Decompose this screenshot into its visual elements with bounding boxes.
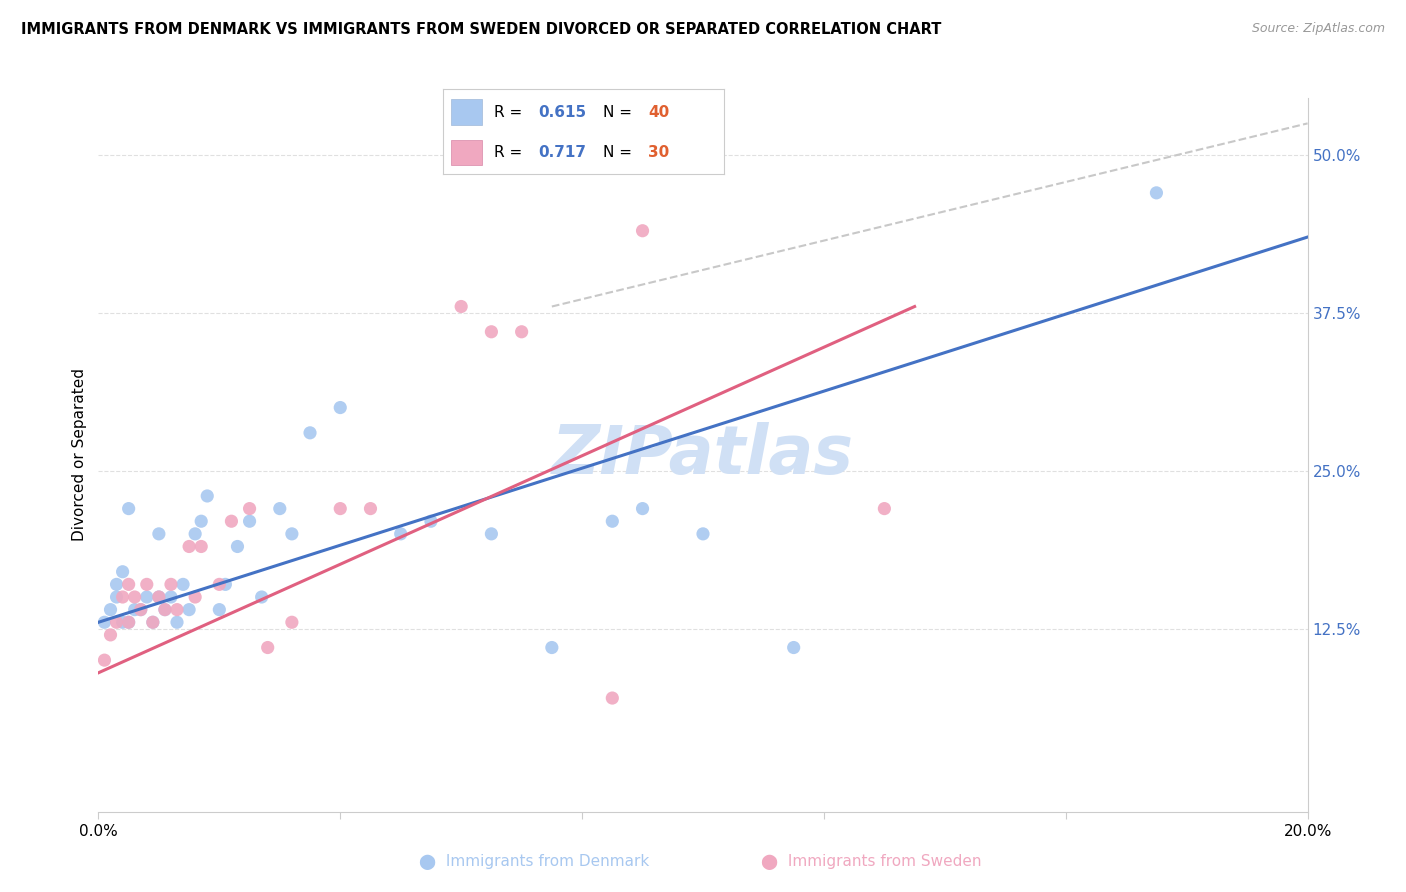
Point	[214, 577, 236, 591]
Point	[481, 325, 503, 339]
Point	[129, 602, 152, 616]
Point	[269, 501, 291, 516]
Text: ZIPatlas: ZIPatlas	[553, 422, 853, 488]
Point	[239, 514, 262, 528]
Point	[190, 540, 212, 554]
Point	[208, 577, 231, 591]
Text: 40: 40	[648, 104, 669, 120]
Point	[692, 526, 714, 541]
Point	[118, 615, 141, 630]
Point	[329, 401, 352, 415]
Point	[783, 640, 806, 655]
Text: 0.615: 0.615	[538, 104, 586, 120]
Text: R =: R =	[494, 104, 527, 120]
Point	[111, 615, 134, 630]
Point	[118, 615, 141, 630]
Text: Source: ZipAtlas.com: Source: ZipAtlas.com	[1251, 22, 1385, 36]
Point	[195, 489, 218, 503]
Point	[111, 590, 134, 604]
Point	[540, 640, 562, 655]
FancyBboxPatch shape	[451, 99, 482, 125]
Text: R =: R =	[494, 145, 527, 161]
Y-axis label: Divorced or Separated: Divorced or Separated	[72, 368, 87, 541]
Point	[450, 300, 472, 314]
Point	[135, 590, 157, 604]
Point	[602, 514, 624, 528]
Point	[250, 590, 273, 604]
Point	[142, 615, 165, 630]
Point	[256, 640, 278, 655]
Point	[360, 501, 382, 516]
Point	[389, 526, 412, 541]
Text: 0.717: 0.717	[538, 145, 586, 161]
Point	[148, 590, 170, 604]
Point	[124, 602, 146, 616]
Point	[281, 615, 304, 630]
Point	[510, 325, 533, 339]
Point	[118, 501, 141, 516]
Point	[166, 615, 188, 630]
FancyBboxPatch shape	[451, 140, 482, 165]
Point	[190, 514, 212, 528]
Point	[184, 526, 207, 541]
Point	[208, 602, 231, 616]
Point	[179, 602, 201, 616]
Point	[166, 602, 188, 616]
Point	[100, 628, 122, 642]
Point	[124, 590, 146, 604]
Point	[179, 540, 201, 554]
Point	[148, 590, 170, 604]
Point	[135, 577, 157, 591]
Point	[481, 526, 503, 541]
Point	[239, 501, 262, 516]
Point	[420, 514, 443, 528]
Point	[100, 602, 122, 616]
Point	[631, 501, 654, 516]
Point	[148, 526, 170, 541]
Text: N =: N =	[603, 104, 637, 120]
Text: ⬤  Immigrants from Sweden: ⬤ Immigrants from Sweden	[762, 854, 981, 870]
Point	[111, 565, 134, 579]
Text: 30: 30	[648, 145, 669, 161]
Point	[105, 590, 128, 604]
Point	[1144, 186, 1167, 200]
Point	[142, 615, 165, 630]
Point	[226, 540, 249, 554]
Point	[93, 653, 115, 667]
Point	[105, 615, 128, 630]
Point	[281, 526, 304, 541]
Point	[602, 691, 624, 706]
Point	[160, 590, 183, 604]
Point	[221, 514, 243, 528]
Text: ⬤  Immigrants from Denmark: ⬤ Immigrants from Denmark	[419, 854, 650, 870]
Point	[129, 602, 152, 616]
Point	[93, 615, 115, 630]
Point	[105, 577, 128, 591]
Point	[631, 224, 654, 238]
Text: IMMIGRANTS FROM DENMARK VS IMMIGRANTS FROM SWEDEN DIVORCED OR SEPARATED CORRELAT: IMMIGRANTS FROM DENMARK VS IMMIGRANTS FR…	[21, 22, 942, 37]
Point	[118, 577, 141, 591]
Point	[172, 577, 194, 591]
Text: N =: N =	[603, 145, 637, 161]
Point	[184, 590, 207, 604]
Point	[299, 425, 322, 440]
Point	[329, 501, 352, 516]
Point	[873, 501, 896, 516]
Point	[160, 577, 183, 591]
Point	[153, 602, 176, 616]
Point	[153, 602, 176, 616]
